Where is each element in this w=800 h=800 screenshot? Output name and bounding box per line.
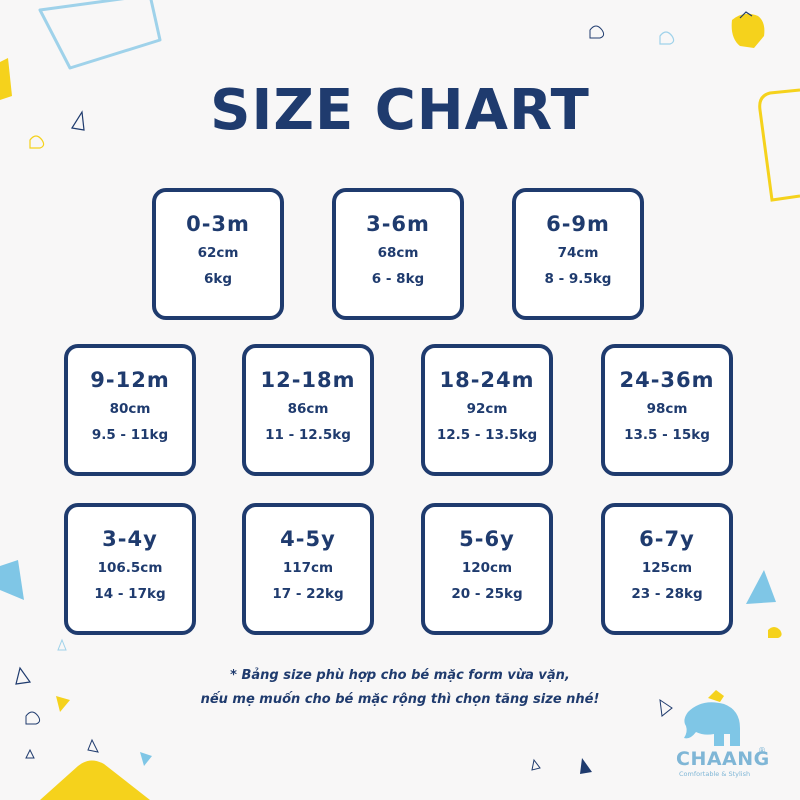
- size-height: 120cm: [461, 560, 513, 576]
- size-height: 117cm: [282, 560, 334, 576]
- size-age: 3-6m: [366, 212, 430, 236]
- size-weight: 13.5 - 15kg: [624, 427, 710, 443]
- size-card: 12-18m 86cm 11 - 12.5kg: [242, 344, 374, 476]
- size-weight: 11 - 12.5kg: [265, 427, 351, 443]
- size-age: 6-7y: [639, 527, 695, 551]
- size-age: 0-3m: [186, 212, 250, 236]
- size-age: 9-12m: [90, 368, 170, 392]
- size-age: 24-36m: [619, 368, 715, 392]
- size-height: 125cm: [641, 560, 693, 576]
- size-weight: 12.5 - 13.5kg: [436, 427, 538, 443]
- size-weight: 23 - 28kg: [631, 586, 703, 602]
- size-card: 0-3m 62cm 6kg: [152, 188, 284, 320]
- size-age: 5-6y: [459, 527, 515, 551]
- size-age: 4-5y: [280, 527, 336, 551]
- size-card: 24-36m 98cm 13.5 - 15kg: [601, 344, 733, 476]
- size-weight: 14 - 17kg: [94, 586, 166, 602]
- size-age: 3-4y: [102, 527, 158, 551]
- note-line-1: * Bảng size phù hợp cho bé mặc form vừa …: [230, 668, 570, 683]
- size-height: 62cm: [197, 245, 239, 261]
- size-weight: 17 - 22kg: [272, 586, 344, 602]
- size-age: 6-9m: [546, 212, 610, 236]
- size-card: 4-5y 117cm 17 - 22kg: [242, 503, 374, 635]
- size-card: 5-6y 120cm 20 - 25kg: [421, 503, 553, 635]
- size-height: 98cm: [646, 401, 688, 417]
- elephant-logo-icon: [684, 690, 740, 746]
- size-weight: 20 - 25kg: [451, 586, 523, 602]
- size-card: 9-12m 80cm 9.5 - 11kg: [64, 344, 196, 476]
- brand-registered-mark: ®: [758, 746, 766, 755]
- size-card: 3-4y 106.5cm 14 - 17kg: [64, 503, 196, 635]
- size-card: 6-7y 125cm 23 - 28kg: [601, 503, 733, 635]
- size-height: 80cm: [109, 401, 151, 417]
- size-height: 74cm: [557, 245, 599, 261]
- brand-name: CHAANG: [676, 748, 770, 770]
- size-height: 86cm: [287, 401, 329, 417]
- size-weight: 9.5 - 11kg: [91, 427, 169, 443]
- size-weight: 6kg: [203, 271, 233, 287]
- page-title: SIZE CHART: [210, 78, 590, 143]
- size-card: 6-9m 74cm 8 - 9.5kg: [512, 188, 644, 320]
- size-card: 3-6m 68cm 6 - 8kg: [332, 188, 464, 320]
- size-height: 68cm: [377, 245, 419, 261]
- size-weight: 8 - 9.5kg: [544, 271, 612, 287]
- size-weight: 6 - 8kg: [371, 271, 425, 287]
- size-height: 92cm: [466, 401, 508, 417]
- size-height: 106.5cm: [97, 560, 163, 576]
- size-card: 18-24m 92cm 12.5 - 13.5kg: [421, 344, 553, 476]
- size-age: 18-24m: [439, 368, 535, 392]
- brand-tagline: Comfortable & Stylish: [679, 770, 751, 778]
- note-line-2: nếu mẹ muốn cho bé mặc rộng thì chọn tăn…: [200, 692, 600, 707]
- size-age: 12-18m: [260, 368, 356, 392]
